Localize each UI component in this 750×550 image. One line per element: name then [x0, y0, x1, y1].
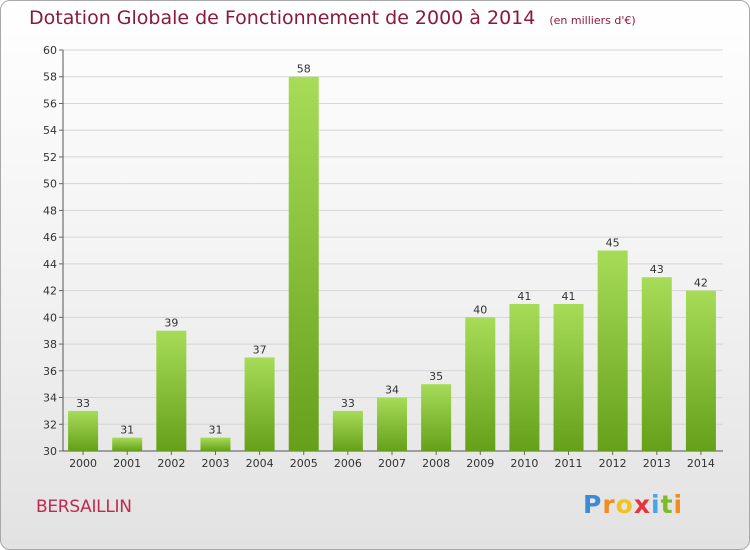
x-tick-label-2001: 2001: [113, 457, 141, 470]
value-label-2007: 34: [385, 384, 399, 397]
bar-2013: [641, 277, 672, 451]
bar-2000: [68, 410, 99, 451]
bar-2014: [685, 290, 716, 451]
x-tick-label-2011: 2011: [555, 457, 583, 470]
logo-letter: r: [602, 490, 616, 519]
bar-2008: [421, 384, 452, 451]
x-tick-label-2008: 2008: [422, 457, 450, 470]
logo-letter: t: [660, 490, 674, 519]
bar-2003: [200, 437, 231, 451]
bar-2001: [112, 437, 143, 451]
chart-unit: (en milliers d'€): [549, 14, 636, 27]
x-tick-label-2003: 2003: [201, 457, 229, 470]
value-label-2011: 41: [562, 290, 576, 303]
value-label-2000: 33: [76, 397, 90, 410]
y-tick-label: 44: [43, 258, 57, 271]
y-axis-ticks: 30 32 34 36 38 40 42 44 46 48 50 52 54 56 58 60: [43, 44, 63, 458]
value-label-2004: 37: [253, 343, 267, 356]
y-tick-label: 58: [43, 71, 57, 84]
logo-letter: P: [583, 490, 603, 519]
value-labels: 33 31 39 31 37 58 33 34 35 40 41 41 45 43 42: [76, 63, 708, 437]
value-label-2010: 41: [517, 290, 531, 303]
x-tick-label-2000: 2000: [69, 457, 97, 470]
logo-letter: o: [615, 490, 634, 519]
y-tick-label: 36: [43, 365, 57, 378]
bar-2007: [376, 397, 408, 451]
value-label-2003: 31: [208, 424, 222, 437]
chart-title-text: Dotation Globale de Fonctionnement de 20…: [29, 7, 536, 29]
value-label-2005: 58: [297, 63, 311, 76]
y-tick-label: 38: [43, 338, 57, 351]
y-tick-label: 48: [43, 204, 57, 217]
logo-letter: x: [633, 490, 651, 519]
x-tick-label-2012: 2012: [599, 457, 627, 470]
x-axis-ticks: 2000 2001 2002 2003 2004 2005 2006 2007 2008 2009…: [69, 451, 715, 470]
bar-2006: [332, 410, 363, 451]
x-tick-label-2005: 2005: [290, 457, 318, 470]
y-tick-label: 54: [43, 124, 57, 137]
x-tick-label-2010: 2010: [510, 457, 538, 470]
x-tick-label-2009: 2009: [466, 457, 494, 470]
y-tick-label: 60: [43, 44, 57, 57]
value-label-2013: 43: [650, 263, 664, 276]
value-label-2009: 40: [473, 303, 487, 316]
y-tick-label: 42: [43, 285, 57, 298]
x-tick-label-2004: 2004: [246, 457, 274, 470]
y-tick-label: 52: [43, 151, 57, 164]
y-tick-label: 46: [43, 231, 57, 244]
x-tick-label-2013: 2013: [643, 457, 671, 470]
commune-name: BERSAILLIN: [36, 497, 132, 517]
bar-2011: [553, 303, 584, 451]
value-label-2014: 42: [694, 277, 708, 290]
bar-2012: [597, 250, 628, 451]
bar-2005: [288, 76, 319, 451]
bar-2009: [465, 317, 496, 451]
x-tick-label-2007: 2007: [378, 457, 406, 470]
bars: [68, 76, 716, 451]
y-tick-label: 50: [43, 178, 57, 191]
bar-2010: [509, 303, 540, 451]
y-tick-label: 30: [43, 445, 57, 458]
value-label-2001: 31: [120, 424, 134, 437]
proxiti-logo: Proxiti: [583, 490, 683, 519]
value-label-2012: 45: [606, 237, 620, 250]
y-tick-label: 40: [43, 311, 57, 324]
y-tick-label: 34: [43, 392, 57, 405]
value-label-2008: 35: [429, 370, 443, 383]
logo-letter: i: [673, 490, 684, 519]
bar-2004: [244, 357, 275, 451]
value-label-2002: 39: [164, 317, 178, 330]
y-tick-label: 32: [43, 418, 57, 431]
value-label-2006: 33: [341, 397, 355, 410]
logo-letter: i: [651, 490, 661, 519]
x-tick-label-2002: 2002: [157, 457, 185, 470]
chart-title: Dotation Globale de Fonctionnement de 20…: [29, 7, 636, 29]
x-tick-label-2014: 2014: [687, 457, 715, 470]
x-tick-label-2006: 2006: [334, 457, 362, 470]
bar-2002: [156, 330, 187, 451]
y-tick-label: 56: [43, 97, 57, 110]
